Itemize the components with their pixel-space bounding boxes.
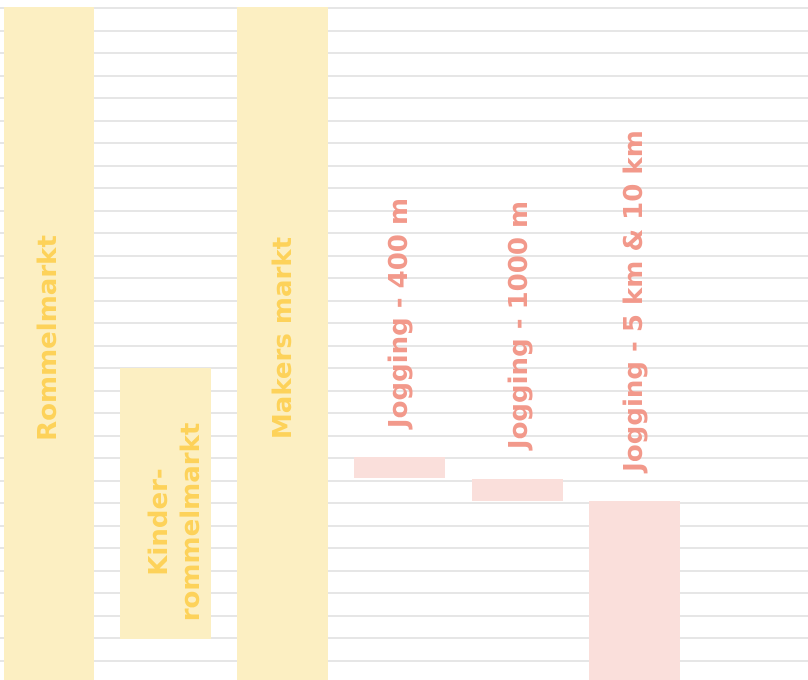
gridline xyxy=(0,75,808,77)
gridline xyxy=(0,187,808,189)
gridline xyxy=(0,300,808,302)
gridline xyxy=(0,232,808,234)
gridline xyxy=(0,637,808,639)
gridline xyxy=(0,502,808,504)
label-makers-markt-text: Makers markt xyxy=(268,236,298,440)
gridline xyxy=(0,412,808,414)
bar-jogging-1000 xyxy=(472,479,563,501)
label-jogging-400-text: Jogging - 400 m xyxy=(384,197,414,429)
gridline xyxy=(0,525,808,527)
label-rommelmarkt-text: Rommelmarkt xyxy=(33,235,63,441)
gridline xyxy=(0,322,808,324)
gridline xyxy=(0,592,808,594)
gridline xyxy=(0,255,808,257)
label-jogging-400: Jogging - 400 m xyxy=(384,178,414,448)
gridline xyxy=(0,367,808,369)
gridline xyxy=(0,390,808,392)
label-kinderrommelmarkt: Kinder- rommelmarkt xyxy=(143,407,207,637)
gridline xyxy=(0,7,808,9)
gridline xyxy=(0,120,808,122)
label-jogging-1000: Jogging - 1000 m xyxy=(504,183,534,467)
gridline xyxy=(0,142,808,144)
bar-makers-markt xyxy=(237,7,328,680)
label-jogging-5-10-text: Jogging - 5 km & 10 km xyxy=(619,130,649,472)
bar-rommelmarkt xyxy=(4,7,94,680)
gridline xyxy=(0,570,808,572)
gridline xyxy=(0,547,808,549)
gridline xyxy=(0,615,808,617)
bar-jogging-5-10 xyxy=(589,501,680,680)
gridline xyxy=(0,480,808,482)
gridline xyxy=(0,277,808,279)
gridline xyxy=(0,660,808,662)
label-rommelmarkt: Rommelmarkt xyxy=(33,223,63,453)
label-kinderrommelmarkt-text: Kinder- rommelmarkt xyxy=(144,422,206,622)
gridline xyxy=(0,435,808,437)
gridline xyxy=(0,30,808,32)
gridline xyxy=(0,165,808,167)
label-makers-markt: Makers markt xyxy=(268,223,298,453)
label-jogging-1000-text: Jogging - 1000 m xyxy=(504,200,534,450)
bar-jogging-400 xyxy=(354,457,445,478)
gridline xyxy=(0,97,808,99)
bar-kinderrommelmarkt xyxy=(120,368,211,639)
label-jogging-5-10: Jogging - 5 km & 10 km xyxy=(619,111,649,491)
gridline xyxy=(0,52,808,54)
gridline xyxy=(0,345,808,347)
gridline xyxy=(0,210,808,212)
